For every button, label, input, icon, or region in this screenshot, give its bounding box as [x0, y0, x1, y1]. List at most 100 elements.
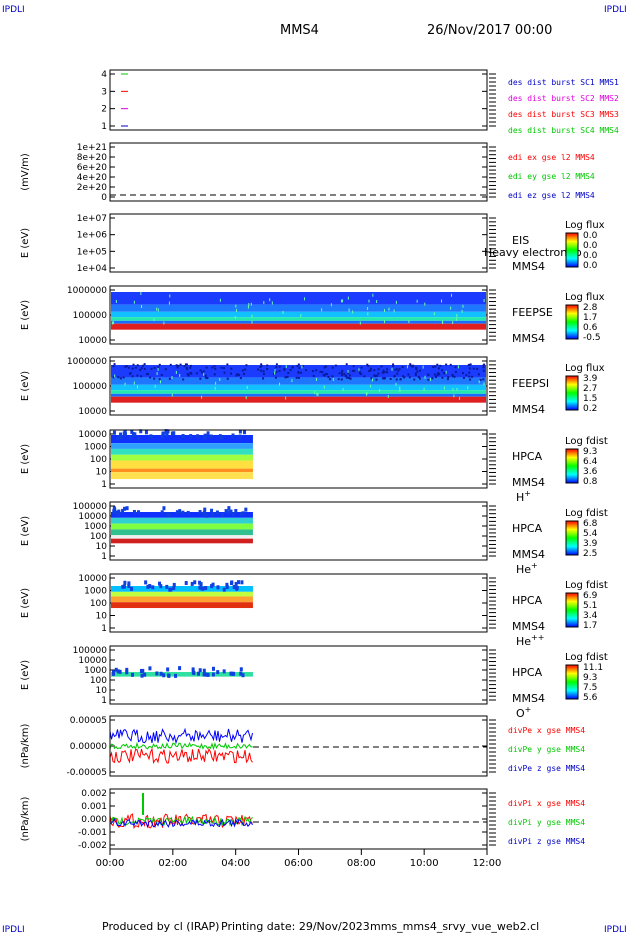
feepsi-speck-164 — [283, 367, 286, 370]
feepsi-speck-254 — [395, 367, 398, 370]
feepse-noise-40 — [408, 320, 410, 324]
feepsi-speck-216 — [381, 371, 384, 374]
feepsi-noise-28 — [443, 386, 445, 390]
hpca-he2-burst-32 — [123, 580, 127, 585]
hpca-he-band-4 — [111, 535, 253, 539]
hpca-h-burst-12 — [149, 434, 153, 439]
hpca-he-burst-35 — [117, 509, 121, 514]
xtick-label-6: 12:00 — [473, 858, 502, 869]
feepsi-noise-52 — [370, 384, 372, 388]
hpca-o-burst-35 — [239, 671, 243, 676]
feepsi-noise-11 — [171, 393, 173, 397]
feepsi-speck-187 — [222, 367, 225, 370]
hpca-he2-ytick-label-4: 1 — [101, 624, 107, 634]
hpca-he-species: He+ — [516, 561, 538, 576]
feepsi-speck-158 — [482, 366, 485, 369]
feepsi-noise-18 — [424, 375, 426, 379]
feepsi-speck-206 — [338, 372, 341, 375]
feepse-noise-31 — [341, 299, 343, 303]
feepsi-speck-162 — [204, 376, 207, 379]
hpca-o-burst-20 — [148, 666, 152, 671]
feepse-noise-18 — [271, 301, 273, 305]
feepsi-noise-3 — [406, 365, 408, 369]
feepsi-speck-4 — [211, 366, 214, 369]
feepsi-speck-156 — [262, 377, 265, 380]
hpca-h-band-0 — [111, 435, 253, 444]
hpca-he2-ytick-label-3: 10 — [96, 612, 108, 622]
feepsi-speck-239 — [341, 369, 344, 372]
eis-cbar-tick-2: 0.0 — [583, 251, 598, 261]
divpi-legend-1: divPi y gse MMS4 — [508, 818, 585, 827]
edi-ytick-label-1: 8e+20 — [77, 153, 108, 163]
feepse-noise-35 — [300, 314, 302, 318]
hpca-h-band-6 — [111, 472, 253, 480]
feepsi-noise-4 — [154, 384, 156, 388]
hpca-he-band-1 — [111, 517, 253, 524]
feepsi-speck-91 — [368, 369, 371, 372]
feepsi-noise-59 — [453, 394, 455, 398]
feepsi-noise-47 — [456, 387, 458, 391]
feepsi-speck-90 — [437, 367, 440, 370]
feepsi-speck-170 — [369, 367, 372, 370]
feepsi-speck-143 — [377, 372, 380, 375]
hpca-o-burst-17 — [239, 667, 243, 672]
feepse-noise-56 — [441, 299, 443, 303]
eis-cbar-title: Log flux — [565, 220, 605, 231]
hpca-he2-burst-29 — [127, 584, 131, 589]
feepsi-speck-119 — [407, 373, 410, 376]
hpca-he-burst-7 — [112, 510, 116, 515]
feepse-noise-43 — [169, 294, 171, 298]
hpca-he2-burst-37 — [204, 586, 208, 591]
feepsi-noise-1 — [215, 381, 217, 385]
feepsi-noise-9 — [459, 396, 461, 400]
feepsi-noise-19 — [483, 382, 485, 386]
feepsi-speck-72 — [241, 369, 244, 372]
hpca-he2-cbar-title: Log fdist — [565, 580, 608, 591]
divpi-ytick-label-2: 0.000 — [81, 815, 107, 825]
feepsi-speck-236 — [129, 372, 132, 375]
feepsi-speck-186 — [374, 375, 377, 378]
feepsi-speck-34 — [392, 363, 395, 366]
feepse-noise-19 — [461, 309, 463, 313]
feepsi-speck-33 — [394, 368, 397, 371]
feepse-cbar-tick-2: 0.6 — [583, 323, 598, 333]
feepsi-speck-26 — [352, 365, 355, 368]
feepsi-speck-67 — [199, 377, 202, 380]
feepsi-speck-44 — [382, 377, 385, 380]
feepse-ytick-label-1: 100000 — [73, 311, 108, 321]
feepsi-speck-234 — [185, 366, 188, 369]
feepsi-noise-34 — [156, 372, 158, 376]
feepsi-band-3 — [111, 390, 486, 394]
feepse-noise-2 — [384, 309, 386, 313]
feepse-cbar-tick-3: -0.5 — [583, 333, 601, 343]
hpca-he-burst-39 — [229, 509, 233, 514]
hpca-o-burst-11 — [174, 673, 178, 678]
hpca-he-burst-9 — [132, 509, 136, 514]
feepsi-speck-185 — [298, 366, 301, 369]
feepsi-speck-25 — [454, 366, 457, 369]
feepse-noise-15 — [250, 302, 252, 306]
hpca-he2-burst-33 — [169, 587, 173, 592]
divpi-series-0 — [109, 813, 253, 829]
feepsi-speck-30 — [278, 365, 281, 368]
hpca-he-ytick-label-0: 100000 — [73, 502, 108, 512]
hpca-o-instrument: HPCA — [512, 666, 543, 679]
feepse-cbar-tick-0: 2.8 — [583, 303, 598, 313]
hpca-he2-burst-24 — [172, 582, 176, 587]
divpe-series-0 — [109, 727, 253, 745]
feepsi-speck-129 — [140, 367, 143, 370]
feepse-ytick-label-0: 1000000 — [67, 286, 107, 296]
feepsi-speck-42 — [469, 363, 472, 366]
feepsi-speck-194 — [236, 373, 239, 376]
feepsi-band-red — [111, 396, 486, 403]
divpi-series-1 — [109, 815, 253, 827]
hpca-o-burst-0 — [191, 667, 195, 672]
hpca-he-burst-23 — [231, 512, 235, 517]
hpca-h-cbar-title: Log fdist — [565, 436, 608, 447]
feepsi-speck-176 — [127, 366, 130, 369]
hpca-he-ytick-label-5: 1 — [101, 552, 107, 562]
hpca-o-burst-38 — [125, 670, 129, 675]
hpca-he2-burst-14 — [184, 581, 188, 586]
feepsi-cbar-tick-2: 1.5 — [583, 394, 597, 404]
feepse-noise-10 — [456, 317, 458, 321]
